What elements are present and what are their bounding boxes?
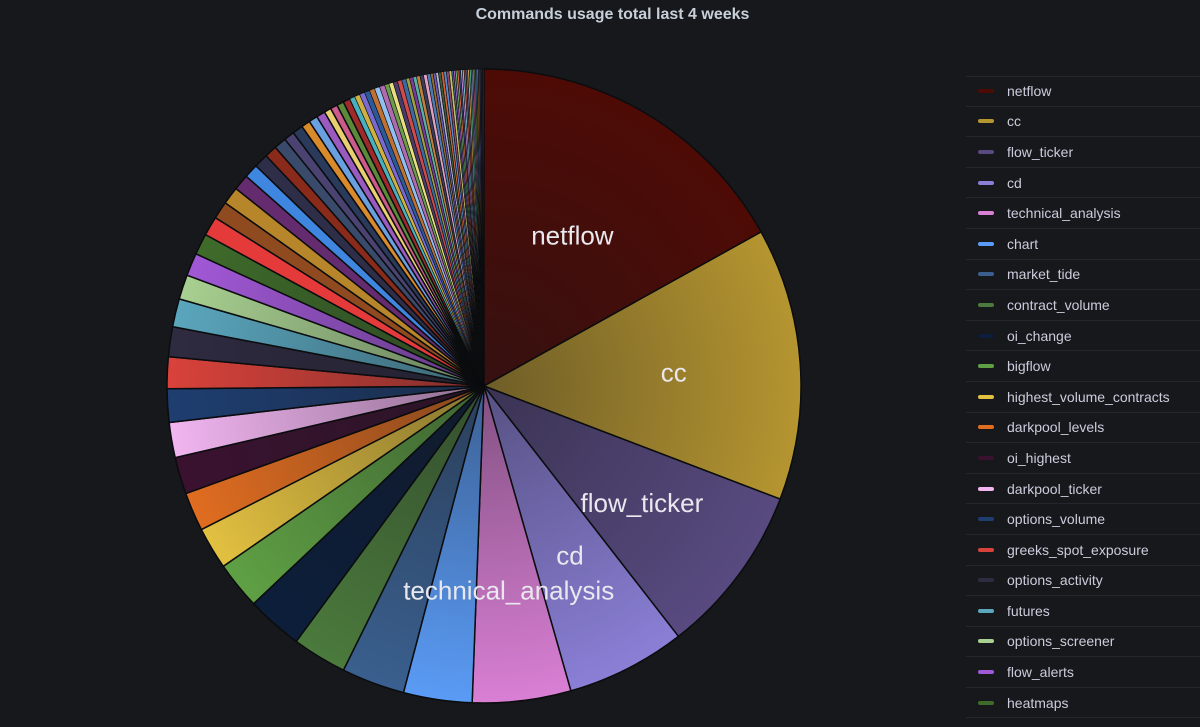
slice-label-netflow: netflow — [531, 221, 614, 251]
pie-slice-minor-63[interactable] — [482, 68, 485, 387]
legend-item-options-screener[interactable]: options_screener — [966, 627, 1200, 658]
legend-swatch — [978, 364, 994, 369]
legend-item-greeks-spot-exposure[interactable]: greeks_spot_exposure — [966, 535, 1200, 566]
chart-title: Commands usage total last 4 weeks — [475, 6, 750, 23]
slice-label-technical-analysis: technical_analysis — [403, 576, 614, 606]
legend-label: cc — [1007, 113, 1021, 130]
legend-item-flow-alerts[interactable]: flow_alerts — [966, 657, 1200, 688]
pie-slice-flow-ticker[interactable] — [481, 384, 782, 638]
legend-label: chart — [1007, 235, 1039, 252]
legend-swatch — [978, 89, 994, 94]
legend-label: oi_highest — [1007, 449, 1071, 466]
legend-item-contract-volume[interactable]: contract_volume — [966, 290, 1200, 321]
legend-swatch — [978, 700, 994, 705]
legend-item-bigflow[interactable]: bigflow — [966, 351, 1200, 382]
legend-label: cd — [1007, 174, 1022, 191]
legend-swatch — [978, 119, 994, 124]
legend-item-darkpool-ticker[interactable]: darkpool_ticker — [966, 474, 1200, 505]
legend-swatch — [978, 180, 994, 185]
legend-item-market-tide[interactable]: market_tide — [966, 260, 1200, 291]
legend-item-technical-analysis[interactable]: technical_analysis — [966, 198, 1200, 229]
legend-swatch — [978, 149, 994, 154]
legend-label: darkpool_ticker — [1007, 480, 1102, 497]
slice-label-flow-ticker: flow_ticker — [580, 488, 703, 518]
legend-swatch — [978, 241, 994, 246]
legend-swatch — [978, 455, 994, 460]
legend-label: highest_volume_contracts — [1007, 388, 1170, 405]
legend-item-futures[interactable]: futures — [966, 596, 1200, 627]
legend-label: options_screener — [1007, 633, 1115, 650]
legend-label: greeks_spot_exposure — [1007, 541, 1149, 558]
legend-swatch — [978, 333, 994, 338]
legend-swatch — [978, 639, 994, 644]
pie-slice-cd[interactable] — [483, 385, 680, 692]
legend-swatch — [978, 302, 994, 307]
legend-label: heatmaps — [1007, 694, 1069, 711]
slice-label-cd: cd — [556, 541, 583, 571]
legend-label: netflow — [1007, 83, 1052, 100]
legend-label: options_activity — [1007, 572, 1103, 589]
legend-label: flow_ticker — [1007, 143, 1074, 160]
legend-swatch — [978, 517, 994, 522]
legend-label: contract_volume — [1007, 296, 1110, 313]
legend-item-darkpool-levels[interactable]: darkpool_levels — [966, 413, 1200, 444]
legend-swatch — [978, 670, 994, 675]
legend-swatch — [978, 272, 994, 277]
legend-swatch — [978, 486, 994, 491]
legend-swatch — [978, 608, 994, 613]
legend-item-oi-highest[interactable]: oi_highest — [966, 443, 1200, 474]
legend-item-heatmaps[interactable]: heatmaps — [966, 688, 1200, 719]
legend-swatch — [978, 394, 994, 399]
legend-item-highest-volume-contracts[interactable]: highest_volume_contracts — [966, 382, 1200, 413]
legend-label: flow_alerts — [1007, 664, 1074, 681]
legend-swatch — [978, 211, 994, 216]
legend-item-cc[interactable]: cc — [966, 107, 1200, 138]
legend-item-options-activity[interactable]: options_activity — [966, 566, 1200, 597]
legend-swatch — [978, 425, 994, 430]
legend-label: oi_change — [1007, 327, 1072, 344]
legend-label: darkpool_levels — [1007, 419, 1105, 436]
legend-swatch — [978, 578, 994, 583]
legend-item-options-volume[interactable]: options_volume — [966, 504, 1200, 535]
legend-item-netflow[interactable]: netflow — [966, 76, 1200, 107]
pie-slice-cc[interactable] — [482, 230, 802, 501]
legend-label: futures — [1007, 602, 1050, 619]
legend-item-flow-ticker[interactable]: flow_ticker — [966, 137, 1200, 168]
legend-swatch — [978, 547, 994, 552]
legend-label: market_tide — [1007, 266, 1081, 283]
legend-item-oi-change[interactable]: oi_change — [966, 321, 1200, 352]
slice-label-cc: cc — [661, 357, 687, 387]
legend-label: technical_analysis — [1007, 205, 1121, 222]
legend-label: bigflow — [1007, 358, 1051, 375]
legend-label: options_volume — [1007, 511, 1106, 528]
legend-item-chart[interactable]: chart — [966, 229, 1200, 260]
pie-slice-netflow[interactable] — [483, 68, 763, 388]
legend-item-cd[interactable]: cd — [966, 168, 1200, 199]
